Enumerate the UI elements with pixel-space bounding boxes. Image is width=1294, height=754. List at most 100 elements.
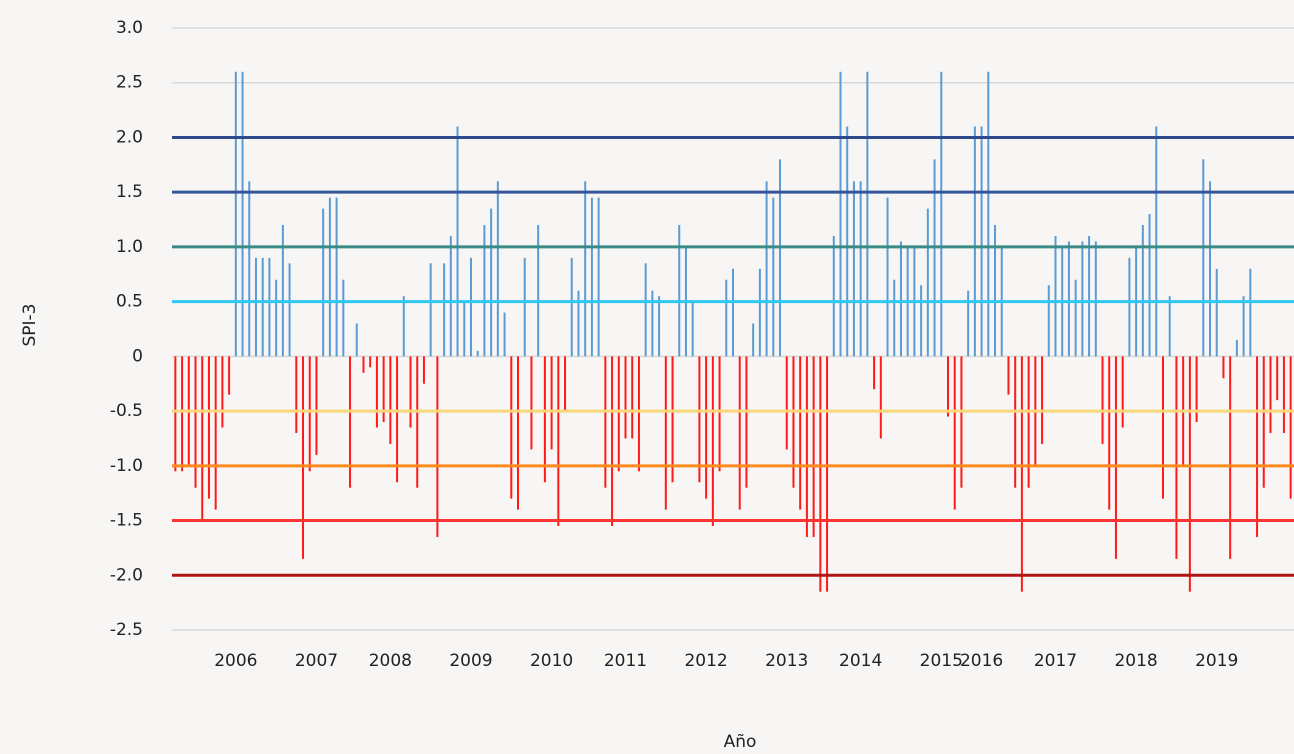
bar <box>711 356 714 527</box>
bar <box>496 181 499 357</box>
bar <box>940 71 943 357</box>
bar <box>765 181 768 357</box>
bar <box>389 356 392 444</box>
x-tick-label: 2015 <box>920 651 963 671</box>
bar <box>577 290 580 357</box>
bar <box>772 197 775 357</box>
bar <box>590 197 593 357</box>
x-tick-label: 2014 <box>839 651 882 671</box>
bar <box>362 356 365 373</box>
bar <box>476 350 479 357</box>
bar <box>644 263 647 357</box>
bar <box>416 356 419 488</box>
bar <box>953 356 956 510</box>
bar <box>1229 356 1232 559</box>
bar <box>456 126 459 357</box>
y-tick-label: -1.5 <box>110 511 143 531</box>
bar <box>275 279 278 357</box>
bar <box>181 356 184 472</box>
bar <box>328 197 331 357</box>
bar <box>483 225 486 357</box>
bar <box>503 312 506 357</box>
bar <box>543 356 546 483</box>
bar <box>805 356 808 537</box>
bar <box>1222 356 1225 379</box>
x-axis-label: Año <box>724 732 757 752</box>
bar <box>349 356 352 488</box>
bar <box>469 257 472 357</box>
bar <box>960 356 963 488</box>
bar <box>946 356 949 417</box>
bar <box>732 268 734 357</box>
bar <box>691 301 694 357</box>
bar <box>537 225 540 357</box>
bar <box>785 356 788 450</box>
bar <box>1054 235 1057 357</box>
y-tick-label: 0 <box>132 346 143 366</box>
bar <box>718 356 721 472</box>
bar <box>174 356 177 472</box>
bar <box>738 356 741 510</box>
bar <box>449 235 452 357</box>
bar <box>1168 296 1171 357</box>
bar <box>1067 241 1070 357</box>
bar <box>745 356 748 488</box>
bar <box>1282 356 1285 433</box>
bar <box>933 159 936 357</box>
bar <box>671 356 674 483</box>
bar <box>1114 356 1117 559</box>
bar <box>1128 257 1131 357</box>
bar <box>436 356 439 537</box>
bar <box>510 356 513 499</box>
bar <box>832 235 835 357</box>
bar <box>1202 159 1205 357</box>
bar <box>1041 356 1044 444</box>
bar <box>402 296 405 357</box>
bar <box>369 356 372 368</box>
bar <box>1020 356 1023 592</box>
bar <box>241 71 244 357</box>
bar <box>429 263 432 357</box>
bar <box>214 356 217 510</box>
bar <box>1108 356 1111 510</box>
bar <box>396 356 399 483</box>
bar <box>207 356 210 499</box>
y-tick-label: 2.0 <box>116 127 143 147</box>
bar <box>873 356 876 390</box>
bar <box>637 356 640 472</box>
bar <box>302 356 305 559</box>
bar <box>1088 235 1091 357</box>
bar <box>490 208 493 357</box>
bar <box>1256 356 1259 537</box>
bar <box>846 126 849 357</box>
bar <box>1081 241 1084 357</box>
bar <box>698 356 701 483</box>
x-tick-label: 2018 <box>1114 651 1157 671</box>
bar <box>375 356 378 428</box>
bar <box>201 356 204 521</box>
y-tick-label: 0.5 <box>116 292 143 312</box>
bar <box>1007 356 1010 395</box>
bar <box>1209 181 1212 357</box>
y-tick-label: -1.0 <box>110 456 143 476</box>
y-tick-label: 1.5 <box>116 182 143 202</box>
bar <box>752 323 755 357</box>
bar <box>987 71 990 357</box>
bar <box>1027 356 1030 488</box>
y-tick-label: 1.0 <box>116 237 143 257</box>
bar <box>651 290 654 357</box>
bar <box>967 290 970 357</box>
bar <box>1195 356 1198 423</box>
bar <box>422 356 425 384</box>
y-axis-label: SPI-3 <box>20 303 40 346</box>
bar <box>852 181 855 357</box>
bar <box>994 225 997 357</box>
x-tick-label: 2009 <box>449 651 492 671</box>
y-tick-label: 3.0 <box>116 18 143 38</box>
x-tick-label: 2012 <box>684 651 727 671</box>
bar <box>1262 356 1265 488</box>
bar <box>1215 268 1218 357</box>
bar <box>819 356 822 592</box>
